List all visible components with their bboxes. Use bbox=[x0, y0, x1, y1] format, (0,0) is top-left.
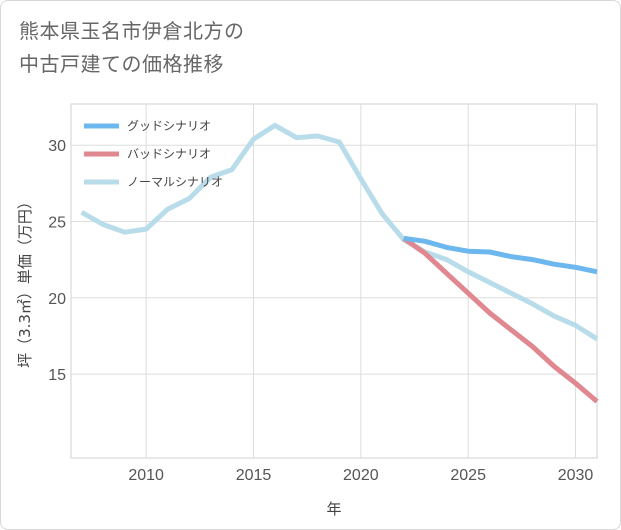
chart-title-line-2: 中古戸建ての価格推移 bbox=[19, 52, 224, 76]
chart-title: 熊本県玉名市伊倉北方の 中古戸建ての価格推移 bbox=[19, 15, 245, 81]
y-tick-label-20: 20 bbox=[48, 291, 66, 308]
legend-label-2: ノーマルシナリオ bbox=[127, 175, 223, 189]
x-axis-label: 年 bbox=[326, 500, 341, 518]
y-tick-label-15: 15 bbox=[48, 367, 66, 384]
x-tick-label-2020: 2020 bbox=[343, 467, 379, 484]
y-tick-label-25: 25 bbox=[48, 214, 66, 231]
y-tick-label-30: 30 bbox=[48, 138, 66, 155]
series-line-2 bbox=[80, 122, 599, 342]
x-tick-label-2025: 2025 bbox=[450, 467, 486, 484]
chart-title-line-1: 熊本県玉名市伊倉北方の bbox=[19, 19, 245, 43]
series-line-1 bbox=[402, 236, 599, 404]
legend-label-0: グッドシナリオ bbox=[127, 119, 211, 133]
y-axis-label: 坪（3.3㎡）単価（万円） bbox=[16, 194, 34, 368]
x-tick-label-2015: 2015 bbox=[236, 467, 272, 484]
x-tick-label-2030: 2030 bbox=[558, 467, 594, 484]
series-line-0 bbox=[403, 235, 598, 275]
plot-area bbox=[70, 103, 598, 459]
legend-label-1: バッドシナリオ bbox=[127, 147, 211, 161]
x-tick-label-2010: 2010 bbox=[128, 467, 164, 484]
